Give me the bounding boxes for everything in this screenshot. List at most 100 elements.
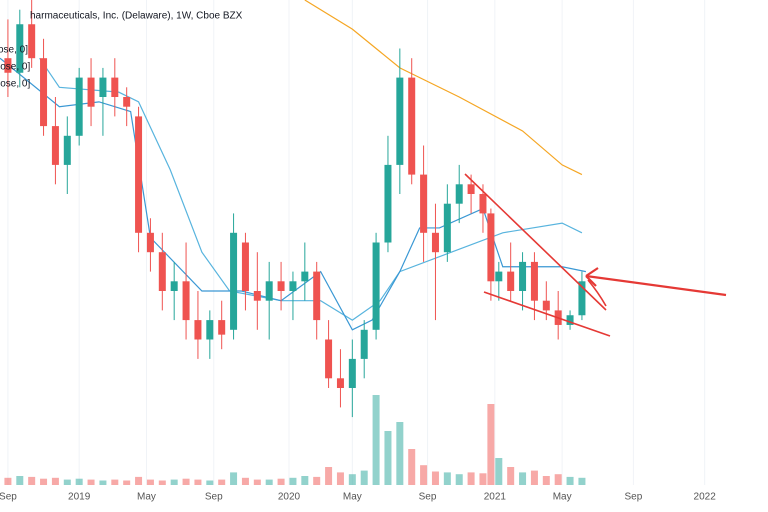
candle-body bbox=[443, 203, 451, 253]
volume-bar bbox=[63, 479, 71, 485]
candle-body bbox=[170, 281, 178, 291]
candle-body bbox=[530, 261, 538, 301]
legend-item: lose, 0] bbox=[0, 62, 30, 73]
x-tick-label: May bbox=[553, 492, 572, 503]
candle-body bbox=[578, 281, 586, 316]
trend-line bbox=[483, 291, 611, 337]
volume-bar bbox=[28, 476, 36, 485]
volume-bar bbox=[507, 467, 515, 485]
candle-body bbox=[206, 320, 214, 340]
volume-bar bbox=[408, 449, 416, 485]
volume-bar bbox=[51, 477, 59, 485]
grid bbox=[7, 0, 706, 485]
volume-bar bbox=[313, 476, 321, 485]
candle-body bbox=[336, 378, 344, 388]
candle-body bbox=[40, 58, 48, 127]
x-tick-label: Sep bbox=[205, 492, 223, 503]
legend-item: lose, 0] bbox=[0, 79, 30, 90]
candle-body bbox=[51, 126, 59, 165]
x-tick-label: Sep bbox=[625, 492, 643, 503]
candle-body bbox=[158, 252, 166, 291]
volume-bar bbox=[123, 480, 131, 485]
volume-bar bbox=[325, 467, 333, 485]
volume-bar bbox=[301, 476, 309, 485]
moving-average bbox=[304, 0, 583, 176]
volume-bar bbox=[542, 476, 550, 485]
candle-body bbox=[360, 329, 368, 359]
volume-bar bbox=[170, 479, 178, 485]
volume-bar bbox=[75, 478, 83, 485]
candle-body bbox=[99, 77, 107, 97]
volume-bar bbox=[487, 404, 495, 485]
volume-bar bbox=[40, 478, 48, 485]
volume-bar bbox=[135, 476, 143, 485]
volume-bar bbox=[348, 474, 356, 485]
candle-body bbox=[241, 242, 249, 291]
x-tick-label: 2022 bbox=[694, 492, 717, 503]
candle-body bbox=[420, 174, 428, 233]
candle-body bbox=[87, 77, 95, 107]
volume-bar bbox=[87, 479, 95, 485]
candle-body bbox=[218, 320, 226, 335]
candle-body bbox=[495, 271, 503, 282]
volume-bar bbox=[443, 472, 451, 485]
volume-bar bbox=[253, 479, 261, 485]
arrow-line bbox=[585, 274, 727, 297]
volume-bar bbox=[396, 422, 404, 485]
candle-body bbox=[146, 232, 154, 253]
candle-body bbox=[519, 261, 527, 291]
candle-body bbox=[313, 271, 321, 321]
volume-bar bbox=[578, 477, 586, 485]
candle-body bbox=[384, 164, 392, 243]
candle-body bbox=[479, 194, 487, 214]
x-tick-label: Sep bbox=[0, 492, 17, 503]
volume-bar bbox=[431, 471, 439, 485]
candle-body bbox=[16, 24, 24, 73]
candle-layer bbox=[4, 0, 586, 418]
candle-body bbox=[408, 77, 416, 175]
candle-body bbox=[194, 320, 202, 340]
volume-bar bbox=[566, 476, 574, 485]
volume-bar bbox=[194, 479, 202, 485]
volume-bar bbox=[4, 477, 12, 485]
candle-body bbox=[289, 281, 297, 291]
x-tick-label: Sep bbox=[419, 492, 437, 503]
candle-body bbox=[63, 135, 71, 165]
volume-bar bbox=[111, 479, 119, 485]
volume-bar bbox=[554, 474, 562, 485]
candle-body bbox=[277, 281, 285, 291]
volume-bar bbox=[495, 458, 503, 485]
volume-bar bbox=[384, 431, 392, 485]
candle-body bbox=[4, 58, 12, 73]
candle-body bbox=[28, 24, 36, 59]
volume-bar bbox=[241, 477, 249, 485]
volume-bar bbox=[158, 480, 166, 485]
candle-body bbox=[135, 116, 143, 233]
candle-body bbox=[230, 232, 238, 330]
candle-body bbox=[507, 271, 515, 291]
volume-bar bbox=[360, 470, 368, 485]
candle-body bbox=[487, 213, 495, 282]
moving-average bbox=[0, 57, 587, 331]
candle-body bbox=[467, 184, 475, 194]
volume-layer bbox=[4, 395, 586, 485]
volume-bar bbox=[420, 465, 428, 485]
volume-bar bbox=[146, 479, 154, 485]
volume-bar bbox=[230, 472, 238, 485]
volume-bar bbox=[16, 476, 24, 485]
candle-body bbox=[123, 97, 131, 107]
x-tick-label: 2021 bbox=[484, 492, 507, 503]
volume-bar bbox=[218, 479, 226, 485]
x-tick-label: May bbox=[137, 492, 156, 503]
volume-bar bbox=[530, 470, 538, 485]
volume-bar bbox=[479, 473, 487, 485]
candle-body bbox=[348, 358, 356, 388]
volume-bar bbox=[289, 477, 297, 485]
candle-body bbox=[396, 77, 404, 165]
x-tick-label: 2020 bbox=[278, 492, 301, 503]
candle-body bbox=[455, 184, 463, 204]
x-tick-label: May bbox=[343, 492, 362, 503]
volume-bar bbox=[467, 472, 475, 485]
candle-body bbox=[301, 271, 309, 282]
